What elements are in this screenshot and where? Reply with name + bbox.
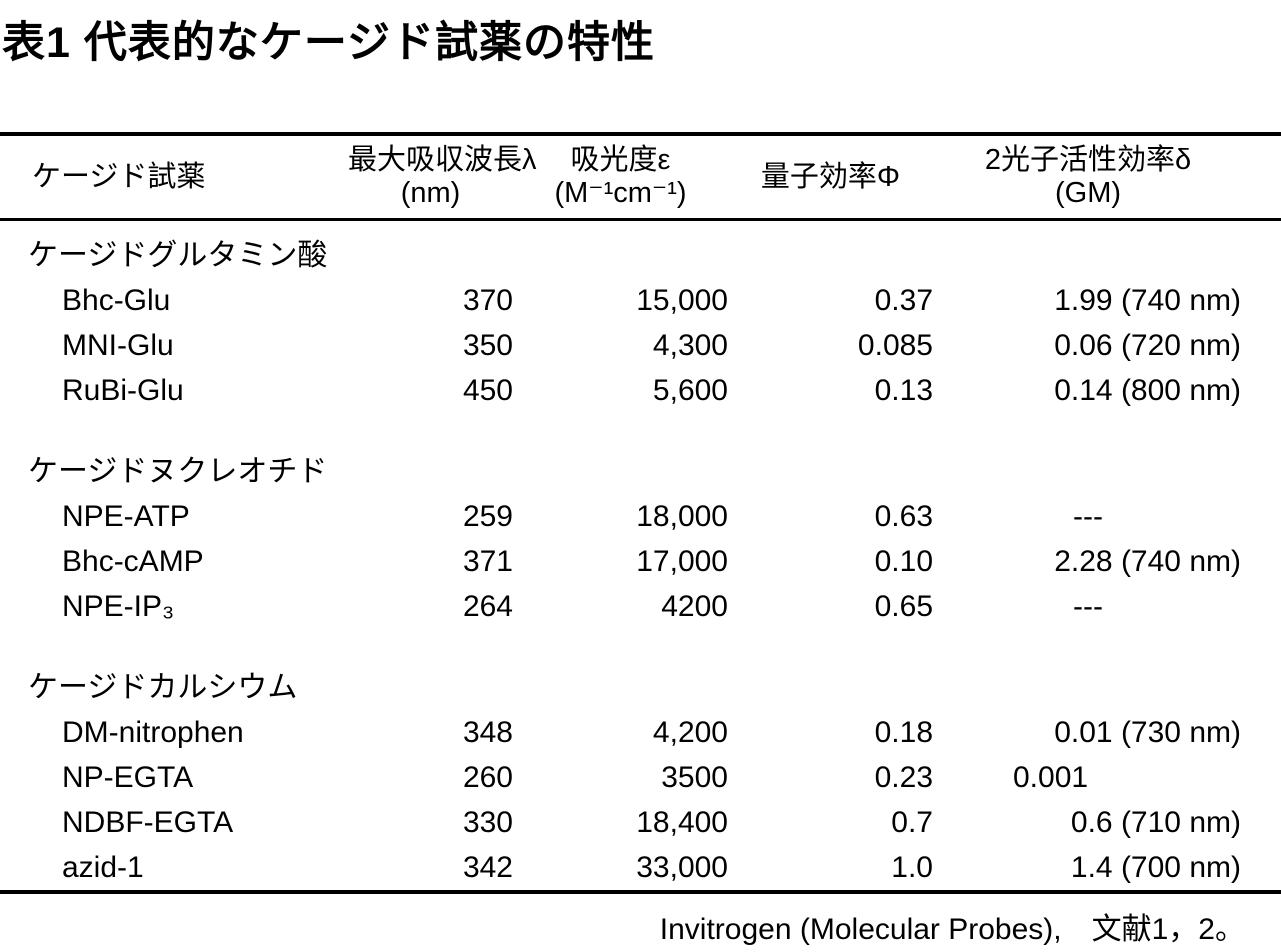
table-header-row: ケージド試薬 最大吸収波長λ (nm) 吸光度ε (M⁻¹cm⁻¹) 量子効率Φ…: [0, 136, 1281, 218]
table-bottom-rule: [0, 890, 1281, 894]
table-body: ケージドグルタミン酸 Bhc-Glu 370 15,000 0.37 1.99 …: [0, 221, 1281, 890]
cell-wavelength: 260: [462, 760, 513, 794]
column-header-quantum: 量子効率Φ: [760, 160, 901, 193]
source-note: Invitrogen (Molecular Probes), 文献1，2。: [659, 913, 1245, 946]
column-header-wavelength-line2: (nm): [400, 177, 461, 209]
column-header-absorbance: 吸光度ε (M⁻¹cm⁻¹): [513, 144, 728, 210]
cell-absorbance: 4,200: [652, 715, 728, 749]
cell-reagent-name: Bhc-Glu: [62, 283, 171, 317]
cell-absorbance: 5,600: [652, 373, 728, 407]
table-group-nucleotide: ケージドヌクレオチド NPE-ATP 259 18,000 0.63 --- B…: [0, 449, 1281, 629]
cell-reagent-name: DM-nitrophen: [62, 715, 244, 749]
cell-quantum: 0.085: [857, 328, 933, 362]
cell-reagent-name: NP-EGTA: [62, 760, 194, 794]
column-header-two-photon-line1: 2光子活性効率δ: [984, 144, 1192, 176]
column-header-reagent: ケージド試薬: [32, 160, 206, 193]
table-top-rule: [0, 132, 1281, 136]
cell-two-photon: ---: [1073, 499, 1103, 533]
cell-absorbance: 18,000: [636, 499, 728, 533]
cell-quantum: 0.13: [874, 373, 933, 407]
cell-wavelength: 264: [462, 589, 513, 623]
cell-two-photon: 0.14 (800 nm): [1054, 373, 1241, 407]
table-row: NPE-ATP 259 18,000 0.63 ---: [0, 494, 1281, 539]
cell-two-photon: 0.6 (710 nm): [1070, 805, 1241, 839]
cell-quantum: 0.10: [874, 544, 933, 578]
cell-wavelength: 371: [462, 544, 513, 578]
cell-absorbance: 17,000: [636, 544, 728, 578]
table-group-calcium: ケージドカルシウム DM-nitrophen 348 4,200 0.18 0.…: [0, 665, 1281, 890]
cell-two-photon: ---: [1073, 589, 1103, 623]
cell-quantum: 0.23: [874, 760, 933, 794]
cell-reagent-name: Bhc-cAMP: [62, 544, 204, 578]
cell-wavelength: 350: [462, 328, 513, 362]
cell-wavelength: 342: [462, 850, 513, 884]
cell-reagent-name: NPE-IP₃: [62, 589, 175, 623]
cell-wavelength: 450: [462, 373, 513, 407]
cell-reagent-name: NDBF-EGTA: [62, 805, 234, 839]
cell-reagent-name: NPE-ATP: [62, 499, 190, 533]
cell-reagent-name: azid-1: [62, 850, 144, 884]
group-label: ケージドグルタミン酸: [28, 239, 328, 272]
cell-absorbance: 33,000: [636, 850, 728, 884]
table-row: azid-1 342 33,000 1.0 1.4 (700 nm): [0, 845, 1281, 890]
table-row: MNI-Glu 350 4,300 0.085 0.06 (720 nm): [0, 323, 1281, 368]
column-header-two-photon: 2光子活性効率δ (GM): [933, 144, 1243, 210]
cell-quantum: 1.0: [891, 850, 933, 884]
column-header-absorbance-line2: (M⁻¹cm⁻¹): [554, 177, 687, 209]
table-title: 表1 代表的なケージド試薬の特性: [2, 19, 656, 67]
cell-quantum: 0.37: [874, 283, 933, 317]
cell-absorbance: 4200: [661, 589, 728, 623]
cell-quantum: 0.63: [874, 499, 933, 533]
cell-two-photon: 2.28 (740 nm): [1054, 544, 1241, 578]
column-header-wavelength: 最大吸収波長λ (nm): [348, 144, 537, 210]
cell-wavelength: 370: [462, 283, 513, 317]
cell-two-photon: 1.99 (740 nm): [1054, 283, 1241, 317]
cell-reagent-name: RuBi-Glu: [62, 373, 184, 407]
cell-wavelength: 330: [462, 805, 513, 839]
cell-absorbance: 18,400: [636, 805, 728, 839]
table-row: DM-nitrophen 348 4,200 0.18 0.01 (730 nm…: [0, 710, 1281, 755]
cell-two-photon: 0.06 (720 nm): [1054, 328, 1241, 362]
table-row: NPE-IP₃ 264 4200 0.65 ---: [0, 584, 1281, 629]
cell-quantum: 0.65: [874, 589, 933, 623]
table-header-rule: [0, 218, 1281, 221]
table-row: Bhc-Glu 370 15,000 0.37 1.99 (740 nm): [0, 278, 1281, 323]
cell-wavelength: 348: [462, 715, 513, 749]
cell-wavelength: 259: [462, 499, 513, 533]
table-group-glutamate: ケージドグルタミン酸 Bhc-Glu 370 15,000 0.37 1.99 …: [0, 233, 1281, 413]
column-header-wavelength-line1: 最大吸収波長λ: [348, 144, 537, 176]
cell-absorbance: 4,300: [652, 328, 728, 362]
group-label: ケージドカルシウム: [28, 671, 298, 704]
table-row: NDBF-EGTA 330 18,400 0.7 0.6 (710 nm): [0, 800, 1281, 845]
table-row: Bhc-cAMP 371 17,000 0.10 2.28 (740 nm): [0, 539, 1281, 584]
column-header-absorbance-line1: 吸光度ε: [570, 144, 671, 176]
cell-quantum: 0.7: [891, 805, 933, 839]
group-label: ケージドヌクレオチド: [28, 455, 328, 488]
column-header-two-photon-line2: (GM): [1054, 177, 1122, 209]
cell-absorbance: 3500: [661, 760, 728, 794]
cell-two-photon: 1.4 (700 nm): [1070, 850, 1241, 884]
table-row: NP-EGTA 260 3500 0.23 0.001: [0, 755, 1281, 800]
cell-quantum: 0.18: [874, 715, 933, 749]
table-row: RuBi-Glu 450 5,600 0.13 0.14 (800 nm): [0, 368, 1281, 413]
cell-reagent-name: MNI-Glu: [62, 328, 174, 362]
cell-two-photon: 0.01 (730 nm): [1054, 715, 1241, 749]
cell-absorbance: 15,000: [636, 283, 728, 317]
cell-two-photon: 0.001: [1013, 760, 1089, 794]
